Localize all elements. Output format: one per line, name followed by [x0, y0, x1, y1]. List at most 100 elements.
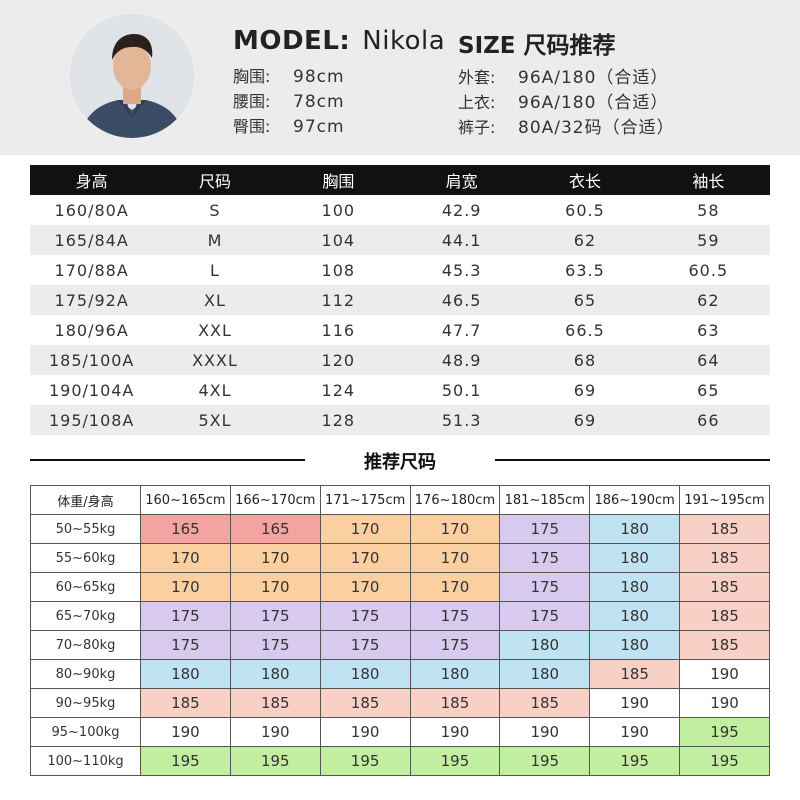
recommended-size-cell: 195	[499, 746, 591, 776]
height-range-header: 160~165cm	[140, 485, 231, 515]
recommended-size-cell: 165	[140, 514, 231, 544]
table-cell: 108	[321, 260, 356, 280]
divider-right	[495, 459, 770, 461]
table-cell: 69	[523, 405, 647, 435]
recommend-section-title: 推荐尺码	[364, 452, 436, 473]
recommended-size-cell: 195	[589, 746, 681, 776]
recommended-size-cell: 170	[319, 572, 411, 602]
measurement-waist: 腰围: 78cm	[233, 92, 345, 112]
recommended-size-cell: 170	[319, 514, 411, 544]
height-range-header: 176~180cm	[409, 485, 501, 515]
height-range-header: 171~175cm	[319, 485, 411, 515]
recommended-size-cell: 170	[140, 543, 231, 573]
recommended-size-cell: 190	[589, 717, 681, 747]
table-cell: 50.1	[441, 380, 482, 400]
table-row: 180/96A XXL 116 47.7 66.5 63	[30, 315, 770, 345]
header-chest: 胸围	[276, 165, 400, 195]
table-row: 170/88A L 108 45.3 63.5 60.5	[30, 255, 770, 285]
weight-range-label: 80~90kg	[30, 659, 141, 689]
table-row: 190/104A 4XL 124 50.1 69 65	[30, 375, 770, 405]
recommend-top: 上衣: 96A/180（合适）	[458, 93, 669, 113]
recommended-size-cell: 190	[679, 688, 770, 718]
recommended-size-cell: 170	[409, 572, 501, 602]
table-row: 80~90kg 180 180 180 180 180 185 190	[30, 659, 770, 689]
table-cell: 124	[321, 380, 356, 400]
table-cell: 160/80A	[54, 200, 129, 220]
recommended-size-cell: 190	[140, 717, 231, 747]
table-row: 65~70kg 175 175 175 175 175 180 185	[30, 601, 770, 631]
recommended-size-cell: 195	[679, 717, 770, 747]
table-cell: XXXL	[153, 345, 277, 375]
recommend-coat: 外套: 96A/180（合适）	[458, 68, 669, 88]
height-range-header: 191~195cm	[679, 485, 770, 515]
recommended-size-cell: 180	[589, 572, 681, 602]
recommended-size-cell: 180	[589, 514, 681, 544]
table-row: 195/108A 5XL 128 51.3 69 66	[30, 405, 770, 435]
recommended-size-cell: 170	[409, 543, 501, 573]
recommended-size-cell: 185	[679, 572, 770, 602]
table-cell: 69	[573, 380, 597, 400]
recommended-size-cell: 190	[409, 717, 501, 747]
recommended-size-cell: 175	[140, 630, 231, 660]
size-spec-table: 身高 尺码 胸围 肩宽 衣长 袖长 160/80A S 100 42.9 60.5 58 1…	[30, 165, 770, 435]
recommended-size-cell: 190	[319, 717, 411, 747]
recommended-size-cell: 180	[589, 601, 681, 631]
table-cell: L	[210, 260, 220, 280]
recommended-size-cell: 175	[409, 601, 501, 631]
table-row: 160/80A S 100 42.9 60.5 58	[30, 195, 770, 225]
table-cell: 195/108A	[30, 405, 154, 435]
recommend-table-header: 体重/身高 160~165cm 166~170cm 171~175cm 176~180…	[30, 485, 770, 515]
recommended-size-cell: 190	[589, 688, 681, 718]
weight-range-label: 100~110kg	[30, 746, 141, 776]
table-cell: 47.7	[441, 320, 482, 340]
header-size: 尺码	[153, 165, 277, 195]
table-cell: 62	[646, 285, 770, 315]
recommended-size-cell: 175	[499, 514, 591, 544]
model-title: MODEL: Nikola	[233, 26, 445, 56]
header-shoulder: 肩宽	[399, 165, 524, 195]
model-avatar	[70, 14, 194, 138]
divider-left	[30, 459, 305, 461]
recommended-size-cell: 195	[679, 746, 770, 776]
table-cell: 4XL	[198, 380, 232, 400]
recommended-size-cell: 195	[140, 746, 231, 776]
recommended-size-cell: 180	[499, 659, 591, 689]
table-cell: 42.9	[441, 200, 482, 220]
recommend-size-table: 体重/身高 160~165cm 166~170cm 171~175cm 176~180…	[30, 485, 770, 776]
recommended-size-cell: 185	[409, 688, 501, 718]
table-cell: 66	[646, 405, 770, 435]
table-row: 185/100A XXXL 120 48.9 68 64	[30, 345, 770, 375]
recommended-size-cell: 170	[140, 572, 231, 602]
recommended-size-cell: 175	[499, 543, 591, 573]
recommended-size-cell: 175	[499, 572, 591, 602]
recommended-size-cell: 185	[140, 688, 231, 718]
table-cell: 66.5	[565, 320, 605, 340]
recommended-size-cell: 175	[229, 630, 321, 660]
table-row: 165/84A M 104 44.1 62 59	[30, 225, 770, 255]
weight-range-label: 90~95kg	[30, 688, 141, 718]
table-cell: 60.5	[565, 200, 605, 220]
table-cell: 116	[321, 320, 356, 340]
recommended-size-cell: 185	[679, 514, 770, 544]
recommended-size-cell: 190	[679, 659, 770, 689]
header-height: 身高	[30, 165, 154, 195]
recommended-size-cell: 175	[499, 601, 591, 631]
table-row: 50~55kg 165 165 170 170 175 180 185	[30, 514, 770, 544]
weight-range-label: 60~65kg	[30, 572, 141, 602]
table-cell: 64	[646, 345, 770, 375]
table-cell: 60.5	[688, 260, 729, 280]
recommended-size-cell: 165	[229, 514, 321, 544]
height-range-header: 181~185cm	[499, 485, 591, 515]
recommended-size-cell: 195	[409, 746, 501, 776]
recommended-size-cell: 180	[229, 659, 321, 689]
table-cell: 165/84A	[30, 225, 154, 255]
table-cell: 58	[697, 200, 720, 220]
table-cell: 180/96A	[54, 320, 129, 340]
recommended-size-cell: 195	[319, 746, 411, 776]
recommended-size-cell: 175	[409, 630, 501, 660]
recommended-size-cell: 175	[140, 601, 231, 631]
table-cell: 51.3	[399, 405, 524, 435]
weight-range-label: 65~70kg	[30, 601, 141, 631]
recommended-size-cell: 170	[319, 543, 411, 573]
model-name: Nikola	[362, 26, 446, 56]
